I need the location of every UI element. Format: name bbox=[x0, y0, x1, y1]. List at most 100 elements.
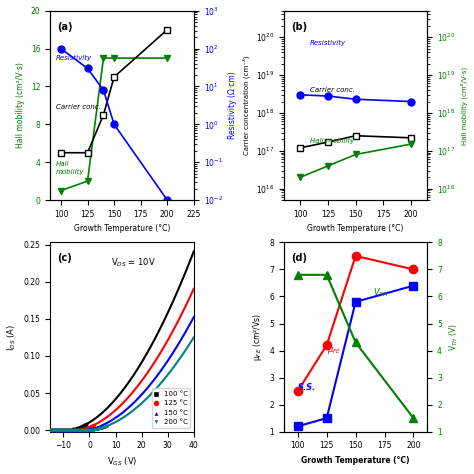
Point bbox=[65, 427, 73, 434]
Point bbox=[89, 425, 97, 432]
Point bbox=[75, 426, 83, 434]
Point bbox=[85, 426, 92, 434]
Point bbox=[77, 423, 84, 431]
Point bbox=[66, 426, 73, 434]
Point bbox=[62, 427, 69, 434]
Point bbox=[81, 421, 89, 429]
Point bbox=[91, 424, 98, 432]
Point bbox=[55, 427, 62, 434]
Text: $\mu_{FE}$: $\mu_{FE}$ bbox=[327, 345, 341, 356]
Point bbox=[92, 424, 100, 432]
Point bbox=[49, 427, 57, 434]
Point bbox=[60, 427, 68, 434]
Point bbox=[88, 425, 95, 433]
Point bbox=[88, 422, 95, 430]
Point bbox=[89, 422, 97, 429]
Point bbox=[83, 424, 91, 432]
Point bbox=[48, 427, 55, 434]
Point bbox=[82, 424, 90, 432]
Point bbox=[81, 427, 89, 434]
Point bbox=[76, 427, 83, 434]
Point bbox=[53, 427, 61, 434]
Point bbox=[81, 426, 89, 434]
Point bbox=[100, 423, 107, 431]
Point bbox=[99, 424, 107, 431]
Text: Hall mobility: Hall mobility bbox=[310, 138, 354, 144]
Point bbox=[48, 427, 55, 434]
Point bbox=[74, 427, 82, 434]
Point bbox=[73, 425, 81, 432]
Point bbox=[63, 427, 71, 434]
Point bbox=[94, 423, 101, 431]
Point bbox=[100, 423, 108, 431]
Point bbox=[52, 427, 60, 434]
Point bbox=[47, 427, 55, 434]
Point bbox=[73, 426, 81, 434]
Point bbox=[50, 427, 58, 434]
Point bbox=[68, 426, 76, 433]
Point bbox=[66, 427, 73, 434]
Point bbox=[80, 425, 88, 432]
Point bbox=[95, 425, 103, 432]
Point bbox=[77, 427, 85, 434]
Point bbox=[89, 426, 97, 434]
Point bbox=[82, 420, 90, 428]
Text: Carrier conc.: Carrier conc. bbox=[56, 104, 101, 110]
Point bbox=[70, 427, 78, 434]
Point bbox=[68, 427, 76, 434]
Point bbox=[90, 426, 97, 433]
Point bbox=[64, 427, 72, 434]
Point bbox=[63, 427, 70, 434]
Point bbox=[55, 427, 63, 434]
Point bbox=[55, 427, 62, 434]
Point bbox=[54, 427, 61, 434]
X-axis label: Growth Temperature (°C): Growth Temperature (°C) bbox=[74, 224, 170, 233]
Point bbox=[67, 426, 74, 434]
Point bbox=[67, 427, 75, 434]
Point bbox=[74, 426, 82, 434]
Point bbox=[86, 426, 94, 434]
Point bbox=[46, 427, 54, 434]
Point bbox=[59, 427, 67, 434]
Point bbox=[61, 427, 68, 434]
Point bbox=[56, 427, 64, 434]
Point bbox=[95, 423, 103, 430]
Point bbox=[72, 425, 79, 432]
Point bbox=[57, 427, 65, 434]
Point bbox=[88, 425, 96, 433]
Point bbox=[72, 427, 79, 434]
Text: (b): (b) bbox=[291, 22, 307, 32]
Point bbox=[84, 427, 91, 434]
Point bbox=[79, 427, 86, 434]
Point bbox=[52, 427, 60, 434]
Point bbox=[73, 427, 80, 434]
Point bbox=[96, 425, 104, 432]
Point bbox=[79, 427, 86, 434]
Point bbox=[69, 426, 76, 433]
Point bbox=[84, 426, 91, 433]
Point bbox=[75, 427, 83, 434]
Point bbox=[85, 423, 93, 431]
Point bbox=[92, 424, 100, 431]
Point bbox=[63, 427, 70, 434]
Point bbox=[48, 427, 55, 434]
Point bbox=[77, 423, 85, 430]
Point bbox=[92, 426, 100, 433]
Point bbox=[51, 427, 58, 434]
Point bbox=[76, 427, 83, 434]
Text: Hall
mobility: Hall mobility bbox=[56, 162, 84, 174]
Point bbox=[87, 423, 94, 430]
Point bbox=[96, 422, 104, 430]
Point bbox=[55, 427, 63, 434]
Point bbox=[57, 427, 65, 434]
Point bbox=[101, 423, 109, 430]
Point bbox=[71, 427, 79, 434]
Point bbox=[93, 424, 101, 431]
Point bbox=[86, 423, 94, 430]
Point bbox=[78, 427, 86, 434]
Point bbox=[73, 425, 80, 432]
Point bbox=[46, 427, 54, 434]
Point bbox=[80, 427, 87, 434]
Point bbox=[91, 426, 99, 433]
Point bbox=[88, 426, 95, 434]
